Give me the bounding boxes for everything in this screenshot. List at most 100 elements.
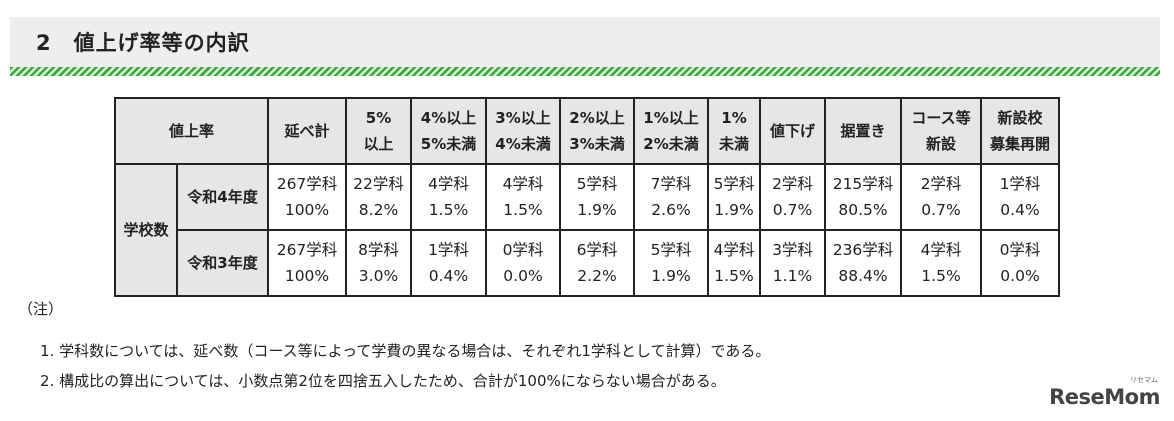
group-label: 学校数	[114, 163, 178, 297]
cell-percent: 1.5%	[714, 267, 754, 285]
cell-percent: 1.9%	[577, 201, 617, 219]
table-cell: 267学科 100%	[267, 163, 347, 231]
cell-percent: 100%	[284, 267, 330, 285]
table-cell: 236学科 88.4%	[824, 229, 902, 297]
table-cell: 5学科 1.9%	[707, 163, 761, 231]
cell-percent: 1.9%	[651, 267, 691, 285]
cell-count: 5学科	[713, 175, 755, 193]
cell-count: 5学科	[576, 175, 618, 193]
cell-percent: 88.4%	[838, 267, 888, 285]
column-header-line: 3%未満	[569, 135, 625, 153]
cell-count: 0学科	[502, 241, 544, 259]
resemom-logo: ReseMom	[1049, 385, 1160, 409]
table-cell: 4学科 1.5%	[410, 163, 487, 231]
table-cell: 8学科 3.0%	[345, 229, 412, 297]
cell-count: 6学科	[576, 241, 618, 259]
heading-underline-stripe	[10, 67, 1160, 76]
row-label: 令和4年度	[176, 163, 269, 231]
cell-count: 4学科	[920, 241, 962, 259]
cell-percent: 2.2%	[577, 267, 617, 285]
cell-percent: 1.1%	[772, 267, 813, 285]
column-header-line: 新設校	[997, 109, 1043, 127]
breakdown-table: 値上率 延べ計 5% 以上 4%以上 5%未満 3%以上 4%未満 2%以上 3%未満 1%以上 2…	[114, 97, 1060, 297]
cell-percent: 0.4%	[1000, 201, 1040, 219]
table-cell: 2学科 0.7%	[900, 163, 982, 231]
table-cell: 267学科 100%	[267, 229, 347, 297]
notes-list: 1. 学科数については、延べ数（コース等によって学費の異なる場合は、それぞれ1学…	[40, 336, 770, 396]
note-item: 1. 学科数については、延べ数（コース等によって学費の異なる場合は、それぞれ1学…	[40, 342, 771, 360]
logo-subtext: リセマム	[1130, 376, 1158, 384]
cell-percent: 0.0%	[1000, 267, 1040, 285]
corner-header: 値上率	[114, 97, 269, 165]
table-cell: 215学科 80.5%	[824, 163, 902, 231]
column-header-line: 未満	[718, 135, 749, 153]
table-cell: 2学科 0.7%	[759, 163, 826, 231]
cell-percent: 0.4%	[428, 267, 469, 285]
cell-count: 0学科	[999, 241, 1041, 259]
column-header: 据置き	[824, 97, 902, 165]
column-header-line: 5%未満	[420, 135, 477, 153]
cell-count: 236学科	[832, 241, 894, 259]
note-item: 2. 構成比の算出については、小数点第2位を四捨五入したため、合計が100%にな…	[40, 372, 726, 390]
column-header: 5% 以上	[345, 97, 412, 165]
cell-percent: 2.6%	[651, 201, 691, 219]
cell-percent: 1.9%	[714, 201, 754, 219]
table-cell: 4学科 1.5%	[707, 229, 761, 297]
cell-percent: 100%	[284, 201, 330, 219]
column-header: 新設校 募集再開	[980, 97, 1060, 165]
column-header-line: 値下げ	[769, 122, 815, 140]
cell-percent: 3.0%	[358, 267, 399, 285]
column-header: コース等 新設	[900, 97, 982, 165]
column-header: 3%以上 4%未満	[485, 97, 561, 165]
cell-percent: 0.7%	[772, 201, 813, 219]
table-cell: 5学科 1.9%	[633, 229, 709, 297]
column-header: 2%以上 3%未満	[559, 97, 635, 165]
column-header-line: 2%以上	[569, 109, 625, 127]
cell-count: 2学科	[920, 175, 962, 193]
table-cell: 0学科 0.0%	[980, 229, 1060, 297]
column-header-line: 5%	[365, 109, 392, 127]
table-cell: 3学科 1.1%	[759, 229, 826, 297]
column-header-line: 3%以上	[495, 109, 551, 127]
column-header-line: 新設	[925, 135, 956, 153]
table-cell: 5学科 1.9%	[559, 163, 635, 231]
cell-count: 215学科	[832, 175, 894, 193]
cell-count: 7学科	[650, 175, 692, 193]
row-label: 令和3年度	[176, 229, 269, 297]
section-title: 2 値上げ率等の内訳	[36, 31, 250, 55]
header-row: 値上率 延べ計 5% 以上 4%以上 5%未満 3%以上 4%未満 2%以上 3%未満 1%以上 2…	[114, 97, 1060, 165]
cell-percent: 1.5%	[503, 201, 543, 219]
cell-percent: 80.5%	[838, 201, 888, 219]
column-header: 1%以上 2%未満	[633, 97, 709, 165]
column-header: 値下げ	[759, 97, 826, 165]
cell-count: 4学科	[713, 241, 755, 259]
cell-count: 267学科	[276, 241, 338, 259]
column-header-line: 延べ計	[284, 122, 330, 140]
table-row: 令和3年度 267学科 100% 8学科 3.0% 1学科 0.4% 0学科 0.0% 6学科 2.…	[115, 229, 1060, 297]
column-header-line: 1%	[721, 109, 747, 127]
cell-count: 267学科	[276, 175, 338, 193]
column-header: 4%以上 5%未満	[410, 97, 487, 165]
table-cell: 7学科 2.6%	[633, 163, 709, 231]
cell-count: 2学科	[772, 175, 813, 193]
column-header-line: 2%未満	[643, 135, 699, 153]
cell-count: 5学科	[650, 241, 692, 259]
cell-count: 3学科	[772, 241, 813, 259]
table-cell: 4学科 1.5%	[485, 163, 561, 231]
table-cell: 4学科 1.5%	[900, 229, 982, 297]
section-heading: 2 値上げ率等の内訳	[10, 17, 1160, 67]
table-cell: 22学科 8.2%	[345, 163, 412, 231]
cell-percent: 0.0%	[503, 267, 543, 285]
table-row: 学校数 令和4年度 267学科 100% 22学科 8.2% 4学科 1.5% 4学科 1.5% 5…	[114, 163, 1060, 297]
column-header: 延べ計	[267, 97, 347, 165]
cell-count: 4学科	[428, 175, 469, 193]
column-header-line: 4%以上	[420, 109, 477, 127]
column-header-line: 以上	[363, 135, 394, 153]
cell-count: 8学科	[358, 241, 399, 259]
table-cell: 1学科 0.4%	[410, 229, 487, 297]
cell-percent: 1.5%	[921, 267, 961, 285]
table-cell: 6学科 2.2%	[559, 229, 635, 297]
cell-count: 22学科	[353, 175, 404, 193]
table-cell: 0学科 0.0%	[485, 229, 561, 297]
notes-heading: （注）	[18, 300, 64, 318]
